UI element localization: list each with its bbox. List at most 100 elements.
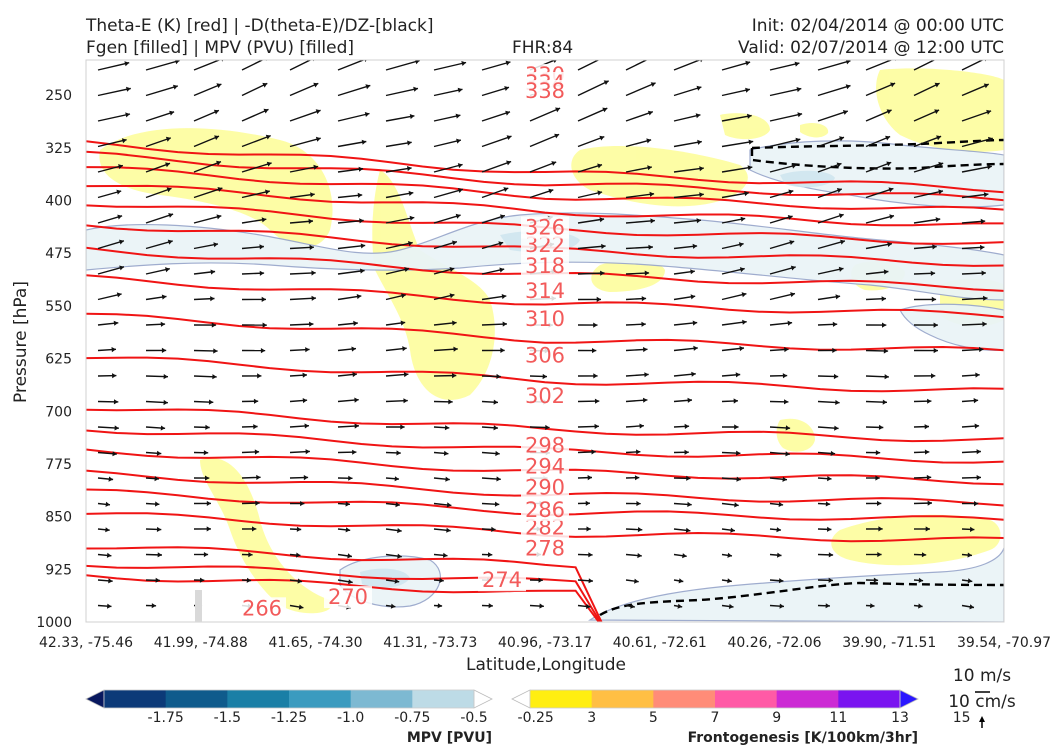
wind-arrow [241,134,271,148]
wind-arrowhead [967,552,972,558]
wind-arrowhead [214,135,219,141]
wind-arrowhead [926,474,932,481]
wind-arrow [961,110,992,122]
wind-arrowhead [790,265,796,271]
wind-arrow [913,82,940,97]
wind-arrowhead [918,577,924,583]
theta-e-contour-label: 338 [525,79,565,103]
wind-arrowhead [356,294,362,300]
wind-arrowhead [797,112,803,118]
wind-vectors [97,60,993,610]
wind-arrowhead [974,501,979,507]
wind-arrowhead [400,424,405,430]
wind-arrowhead [166,187,172,193]
wind-arrowhead [213,348,218,354]
wind-arrowhead [785,425,791,431]
wind-arrow [433,114,461,122]
theta-e-contour-label: 326 [525,216,565,240]
wind-arrow [145,60,180,71]
wind-arrow [385,192,414,199]
wind-arrowhead [394,578,400,584]
wind-arrow [145,240,173,250]
wind-arrowhead [437,603,443,609]
wind-arrow [241,190,270,199]
wind-arrowhead [106,552,112,558]
wind-arrow [193,60,222,71]
wind-arrowhead [740,216,746,222]
wind-arrowhead [455,113,461,119]
wind-arrowhead [643,347,648,353]
wind-arrowhead [690,269,695,275]
wind-arrow [97,240,125,250]
wind-arrow [481,135,512,148]
wind-arrow [577,60,600,71]
wind-arrowhead [988,136,993,142]
wind-arrowhead [784,399,789,405]
wind-arrowhead [491,526,496,532]
wind-arrowhead [253,398,259,404]
wind-arrow [817,136,845,148]
wind-arrow [817,240,846,250]
wind-arrowhead [501,294,507,300]
wind-arrow [577,107,608,122]
x-tick-label: 41.31, -73.73 [383,635,477,651]
wind-arrowhead [216,214,222,220]
wind-arrowhead [163,374,168,380]
wind-arrowhead [443,450,449,456]
contour-label-bg [521,455,569,478]
wind-arrowhead [354,423,359,429]
wind-arrowhead [304,423,309,429]
wind-arrowhead [973,398,979,404]
wind-arrowhead [313,82,319,88]
wind-arrowhead [787,320,793,326]
wind-arrowhead [169,110,175,116]
wind-arrowhead [446,502,452,508]
wind-arrowhead [157,552,162,558]
wind-arrow [97,113,131,122]
wind-arrow [193,135,220,148]
wind-arrowhead [738,242,744,248]
wind-arrowhead [212,374,217,380]
wind-arrowhead [986,109,992,115]
x-tick-label: 39.90, -71.51 [842,635,936,651]
wind-arrowhead [747,165,753,171]
wind-arrowhead [167,239,173,245]
wind-arrowhead [699,192,704,198]
wind-arrowhead [554,133,560,139]
wind-key-vertical-label: 10 cm/s [948,692,1016,712]
wind-arrowhead [636,449,641,455]
wind-arrow [337,60,366,71]
wind-arrowhead [494,501,500,507]
x-tick-label: 41.65, -74.30 [268,635,362,651]
wind-arrowhead [357,192,363,198]
wind-arrowhead [782,476,787,482]
wind-arrow [193,215,222,224]
theta-e-contour-label: 306 [525,343,565,367]
wind-arrowhead [210,296,215,302]
wind-arrowhead [934,82,940,88]
y-axis-label: Pressure [hPa] [11,281,31,403]
wind-arrowhead [315,136,321,142]
contour-label-bg [478,569,526,592]
wind-arrowhead [734,502,739,508]
wind-arrowhead [116,292,122,298]
colorbar-extend-left [85,689,105,709]
x-axis-ticks: 42.33, -75.46 41.99, -74.88 41.65, -74.30 4… [39,635,1050,651]
wind-arrowhead [348,579,353,585]
wind-arrowhead [684,423,690,429]
colorbar-tick-label: 3 [587,710,596,726]
wind-arrowhead [206,526,211,532]
wind-arrowhead [650,218,655,224]
wind-arrowhead [160,321,166,327]
colorbar-swatch [350,690,413,708]
wind-arrowhead [634,475,640,481]
wind-arrow [241,108,269,122]
wind-arrowhead [354,397,359,403]
wind-arrowhead [602,107,608,113]
wind-arrow [721,140,754,148]
wind-arrowhead [260,348,266,354]
wind-arrowhead [296,552,301,558]
wind-arrow [433,88,463,97]
wind-arrowhead [875,475,880,481]
wind-arrowhead [505,60,511,66]
